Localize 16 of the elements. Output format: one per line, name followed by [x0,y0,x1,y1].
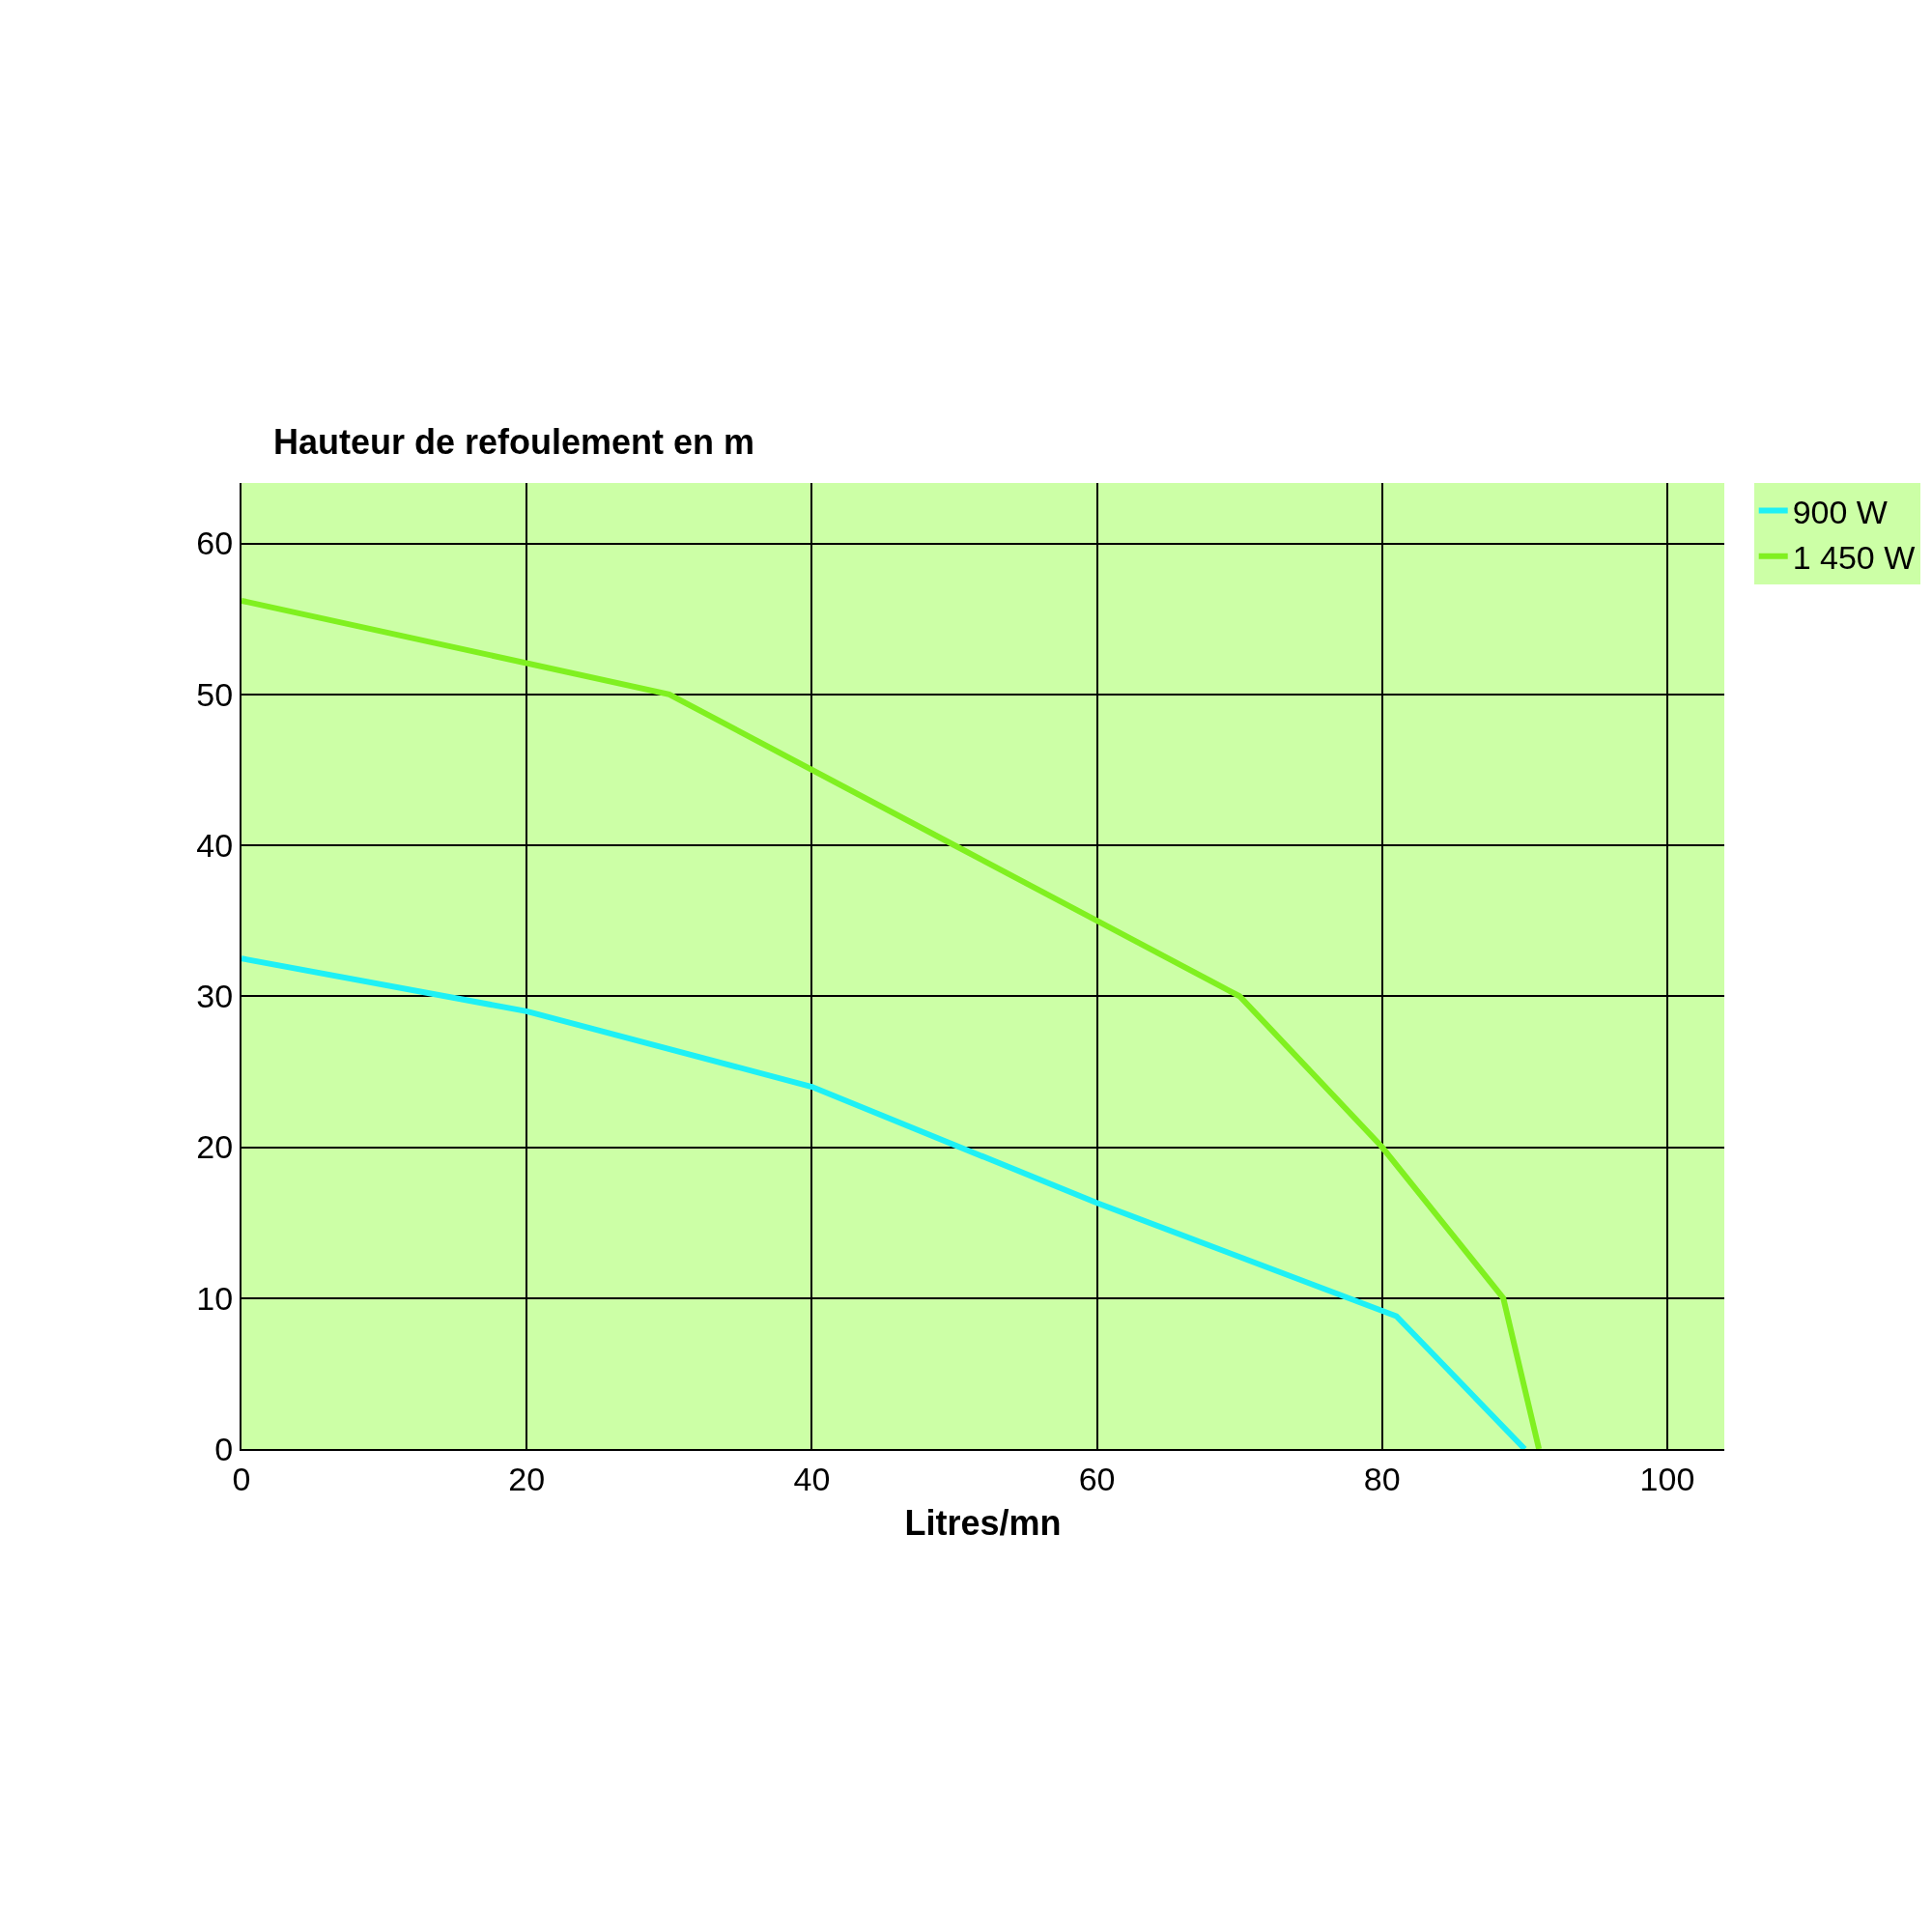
y-tick-label: 20 [196,1128,234,1166]
y-axis-title: Hauteur de refoulement en m [273,422,755,462]
y-tick-label: 60 [196,525,234,562]
legend-label: 1 450 W [1792,539,1916,577]
y-tick-label: 0 [214,1430,234,1467]
y-tick-label: 50 [196,675,234,713]
x-tick-label: 40 [793,1460,831,1497]
x-tick-label: 100 [1639,1460,1695,1497]
legend-label: 900 W [1792,493,1888,530]
x-tick-label: 80 [1363,1460,1401,1497]
y-tick-label: 10 [196,1279,234,1317]
x-tick-label: 20 [508,1460,546,1497]
y-tick-label: 40 [196,826,234,864]
x-tick-label: 60 [1078,1460,1116,1497]
x-axis-title: Litres/mn [904,1503,1062,1543]
y-tick-label: 30 [196,978,234,1015]
